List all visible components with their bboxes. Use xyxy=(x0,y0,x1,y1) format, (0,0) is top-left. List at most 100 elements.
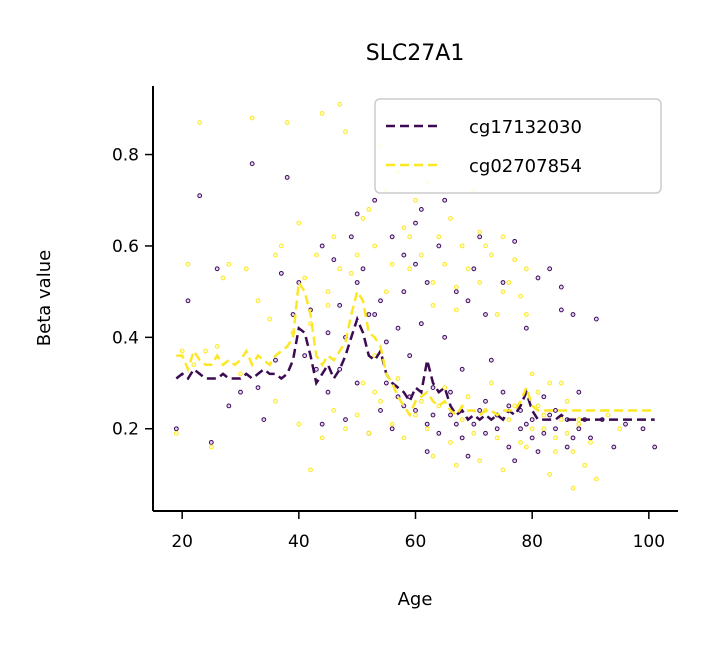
scatter-point-cg17132030 xyxy=(483,312,488,317)
scatter-point-cg02707854 xyxy=(325,289,331,295)
scatter-point-cg02707854 xyxy=(523,312,529,317)
scatter-point-cg17132030 xyxy=(348,234,354,240)
scatter-point-cg02707854 xyxy=(453,462,459,468)
scatter-point-cg17132030 xyxy=(325,330,331,336)
scatter-point-cg02707854 xyxy=(558,380,564,386)
scatter-point-cg02707854 xyxy=(541,426,547,432)
scatter-point-cg02707854 xyxy=(249,115,255,121)
scatter-point-cg17132030 xyxy=(302,353,308,359)
scatter-point-cg17132030 xyxy=(378,408,383,413)
scatter-point-cg17132030 xyxy=(471,421,477,427)
scatter-point-cg17132030 xyxy=(436,430,442,436)
legend-box xyxy=(374,98,662,194)
scatter-point-cg17132030 xyxy=(319,243,325,249)
scatter-point-cg02707854 xyxy=(389,261,395,267)
trend-line-cg17132030 xyxy=(175,315,655,422)
scatter-point-cg17132030 xyxy=(541,430,547,436)
scatter-point-cg02707854 xyxy=(459,417,465,423)
scatter-point-cg02707854 xyxy=(302,275,308,281)
y-axis-label: Beta value xyxy=(34,250,55,346)
scatter-point-cg17132030 xyxy=(453,421,459,427)
scatter-point-cg17132030 xyxy=(208,440,214,445)
scatter-point-cg02707854 xyxy=(523,266,529,272)
scatter-point-cg17132030 xyxy=(459,366,465,372)
scatter-point-cg02707854 xyxy=(518,440,523,445)
scatter-point-cg02707854 xyxy=(570,449,576,454)
scatter-point-cg02707854 xyxy=(617,426,623,432)
y-tick-label: 0.4 xyxy=(112,328,139,348)
y-tick-label: 0.6 xyxy=(112,237,139,257)
scatter-point-cg17132030 xyxy=(512,238,518,244)
scatter-point-cg02707854 xyxy=(535,403,541,409)
scatter-point-cg02707854 xyxy=(448,440,453,445)
scatter-point-cg02707854 xyxy=(418,252,424,258)
scatter-point-cg02707854 xyxy=(424,426,430,432)
scatter-point-cg02707854 xyxy=(284,120,290,125)
scatter-point-cg02707854 xyxy=(500,289,506,295)
scatter-point-cg02707854 xyxy=(354,252,360,258)
scatter-point-cg02707854 xyxy=(465,394,471,400)
scatter-point-cg17132030 xyxy=(343,417,348,423)
scatter-point-cg02707854 xyxy=(488,252,494,258)
scatter-point-cg17132030 xyxy=(442,197,448,203)
scatter-point-cg02707854 xyxy=(238,371,243,377)
scatter-point-cg17132030 xyxy=(261,417,267,423)
scatter-point-cg17132030 xyxy=(494,426,500,432)
scatter-point-cg17132030 xyxy=(383,380,389,386)
scatter-point-cg02707854 xyxy=(401,435,407,441)
scatter-point-cg17132030 xyxy=(331,257,337,263)
scatter-point-cg17132030 xyxy=(506,403,512,409)
scatter-point-cg17132030 xyxy=(593,316,599,322)
scatter-point-cg02707854 xyxy=(407,266,413,272)
scatter-point-cg02707854 xyxy=(308,467,313,473)
scatter-point-cg02707854 xyxy=(582,462,588,468)
scatter-point-cg17132030 xyxy=(459,435,465,441)
x-tick-label: 20 xyxy=(171,532,193,552)
scatter-point-cg02707854 xyxy=(483,243,488,249)
scatter-point-cg02707854 xyxy=(383,289,389,295)
scatter-point-cg17132030 xyxy=(238,389,243,395)
scatter-point-cg02707854 xyxy=(179,348,185,354)
trend-line-cg02707854 xyxy=(176,278,655,418)
scatter-point-cg02707854 xyxy=(226,261,232,267)
scatter-point-cg17132030 xyxy=(413,408,418,413)
scatter-point-cg02707854 xyxy=(576,421,582,427)
scatter-point-cg17132030 xyxy=(407,353,413,359)
scatter-point-cg02707854 xyxy=(413,412,418,418)
scatter-point-cg17132030 xyxy=(319,421,325,427)
scatter-point-cg02707854 xyxy=(395,376,401,381)
scatter-point-cg17132030 xyxy=(471,266,477,272)
scatter-point-cg02707854 xyxy=(389,421,395,427)
scatter-point-cg17132030 xyxy=(325,389,331,395)
scatter-point-cg02707854 xyxy=(500,234,506,240)
scatter-point-cg17132030 xyxy=(570,435,576,441)
scatter-point-cg17132030 xyxy=(255,385,261,391)
scatter-point-cg02707854 xyxy=(278,243,284,249)
y-tick-label: 0.8 xyxy=(112,146,139,166)
scatter-point-cg02707854 xyxy=(547,472,553,477)
scatter-point-cg17132030 xyxy=(313,366,319,372)
scatter-point-cg02707854 xyxy=(378,398,383,404)
scatter-point-cg17132030 xyxy=(541,394,547,400)
chart-title: SLC27A1 xyxy=(366,41,465,66)
x-tick-label: 80 xyxy=(521,532,543,552)
x-axis-ticks: 20 40 60 80 100 xyxy=(171,511,665,552)
scatter-point-cg02707854 xyxy=(588,440,593,445)
scatter-point-cg02707854 xyxy=(477,458,483,464)
scatter-point-cg02707854 xyxy=(185,261,191,267)
scatter-point-cg02707854 xyxy=(459,243,465,249)
scatter-point-cg17132030 xyxy=(185,298,191,304)
scatter-point-cg02707854 xyxy=(319,111,325,116)
scatter-point-cg17132030 xyxy=(337,302,343,308)
scatter-point-cg02707854 xyxy=(564,398,570,404)
scatter-point-cg17132030 xyxy=(564,444,570,450)
scatter-point-cg02707854 xyxy=(372,243,378,249)
scatter-point-cg17132030 xyxy=(278,270,284,276)
scatter-point-cg02707854 xyxy=(407,234,413,240)
scatter-point-cg17132030 xyxy=(360,266,366,272)
scatter-point-cg17132030 xyxy=(553,408,558,413)
scatter-point-cg17132030 xyxy=(418,321,424,327)
scatter-point-cg02707854 xyxy=(523,444,529,450)
scatter-point-cg17132030 xyxy=(354,280,360,285)
